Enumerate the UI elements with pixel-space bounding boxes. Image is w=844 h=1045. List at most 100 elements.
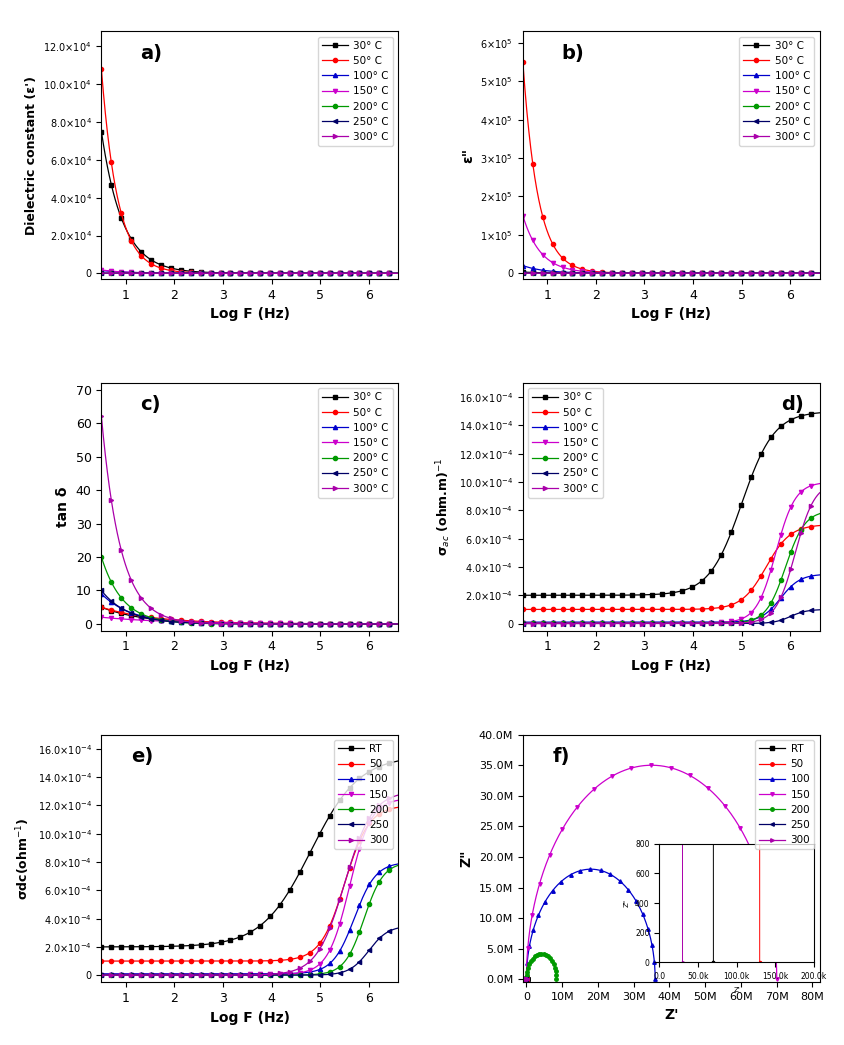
300 bbox=[521, 973, 531, 985]
100° C bbox=[97, 264, 107, 277]
150 bbox=[647, 759, 657, 771]
250 bbox=[521, 973, 531, 985]
200° C bbox=[694, 618, 704, 630]
250° C bbox=[392, 268, 403, 280]
250° C bbox=[693, 266, 703, 279]
30° C bbox=[767, 428, 777, 441]
Legend: 30° C, 50° C, 100° C, 150° C, 200° C, 250° C, 300° C: 30° C, 50° C, 100° C, 150° C, 200° C, 25… bbox=[317, 37, 392, 146]
50° C bbox=[97, 601, 107, 613]
Line: 200° C: 200° C bbox=[520, 271, 820, 275]
150° C bbox=[517, 617, 528, 629]
Line: 100: 100 bbox=[100, 862, 400, 976]
30° C bbox=[814, 266, 824, 279]
150 bbox=[771, 971, 781, 983]
200° C bbox=[694, 266, 704, 279]
150° C bbox=[346, 618, 356, 630]
300° C bbox=[693, 618, 703, 630]
30° C bbox=[97, 601, 107, 613]
300° C bbox=[786, 559, 796, 572]
Line: 100° C: 100° C bbox=[100, 591, 400, 626]
150 bbox=[608, 769, 618, 782]
250° C bbox=[273, 618, 283, 630]
250° C bbox=[278, 618, 288, 630]
Line: 300° C: 300° C bbox=[520, 271, 820, 275]
100° C bbox=[97, 588, 107, 601]
150° C bbox=[273, 268, 283, 280]
300° C bbox=[272, 618, 282, 630]
100 bbox=[649, 973, 659, 985]
100° C bbox=[786, 266, 796, 279]
100 bbox=[566, 867, 576, 880]
200° C bbox=[518, 266, 528, 279]
Line: 50° C: 50° C bbox=[520, 524, 820, 611]
Line: 30° C: 30° C bbox=[520, 270, 820, 275]
Line: 200° C: 200° C bbox=[520, 512, 820, 626]
200° C bbox=[278, 618, 288, 630]
250 bbox=[96, 969, 106, 981]
250 bbox=[521, 973, 531, 985]
200° C bbox=[273, 268, 283, 280]
Line: 150° C: 150° C bbox=[100, 616, 400, 626]
200 bbox=[536, 947, 546, 959]
30° C bbox=[272, 618, 282, 630]
RT bbox=[278, 895, 288, 907]
300° C bbox=[273, 268, 283, 280]
50 bbox=[97, 955, 107, 968]
100° C bbox=[518, 259, 528, 272]
150° C bbox=[365, 618, 375, 630]
Line: 50° C: 50° C bbox=[100, 605, 400, 626]
100 bbox=[365, 877, 375, 889]
50 bbox=[521, 973, 531, 985]
250° C bbox=[786, 266, 796, 279]
30° C bbox=[814, 407, 824, 419]
200° C bbox=[517, 618, 528, 630]
300 bbox=[273, 968, 283, 980]
Legend: 30° C, 50° C, 100° C, 150° C, 200° C, 250° C, 300° C: 30° C, 50° C, 100° C, 150° C, 200° C, 25… bbox=[738, 37, 814, 146]
100 bbox=[96, 968, 106, 980]
Line: 200° C: 200° C bbox=[100, 555, 400, 626]
RT bbox=[272, 902, 282, 914]
150° C bbox=[786, 266, 796, 279]
RT bbox=[521, 973, 531, 985]
200 bbox=[365, 895, 375, 907]
300° C bbox=[517, 618, 528, 630]
50 bbox=[346, 856, 356, 868]
250° C bbox=[273, 268, 283, 280]
50° C bbox=[96, 63, 106, 75]
200° C bbox=[693, 266, 703, 279]
300° C bbox=[699, 266, 709, 279]
150 bbox=[526, 913, 536, 926]
50 bbox=[392, 802, 403, 814]
50° C bbox=[392, 618, 403, 630]
Line: 300° C: 300° C bbox=[100, 271, 400, 276]
Line: RT: RT bbox=[100, 759, 400, 949]
150 bbox=[96, 969, 106, 981]
150° C bbox=[392, 268, 403, 280]
150° C bbox=[518, 617, 528, 629]
200° C bbox=[814, 508, 824, 520]
150° C bbox=[365, 268, 375, 280]
250° C bbox=[814, 604, 824, 617]
50° C bbox=[273, 268, 283, 280]
150° C bbox=[97, 611, 107, 624]
X-axis label: Log F (Hz): Log F (Hz) bbox=[630, 659, 711, 673]
Text: e): e) bbox=[131, 747, 153, 766]
100 bbox=[649, 972, 659, 984]
50 bbox=[521, 973, 531, 985]
300 bbox=[521, 973, 531, 985]
Line: 300: 300 bbox=[100, 793, 400, 977]
150 bbox=[97, 969, 107, 981]
30° C bbox=[365, 618, 375, 630]
50° C bbox=[786, 528, 796, 540]
50° C bbox=[272, 268, 282, 280]
Line: 250° C: 250° C bbox=[520, 608, 820, 626]
RT bbox=[521, 973, 531, 985]
Line: 30° C: 30° C bbox=[100, 605, 400, 626]
250° C bbox=[272, 268, 282, 280]
200° C bbox=[392, 618, 403, 630]
300° C bbox=[346, 618, 356, 630]
200° C bbox=[517, 266, 528, 279]
Line: 200: 200 bbox=[100, 863, 400, 977]
250° C bbox=[278, 268, 288, 280]
Y-axis label: ε": ε" bbox=[460, 147, 474, 163]
